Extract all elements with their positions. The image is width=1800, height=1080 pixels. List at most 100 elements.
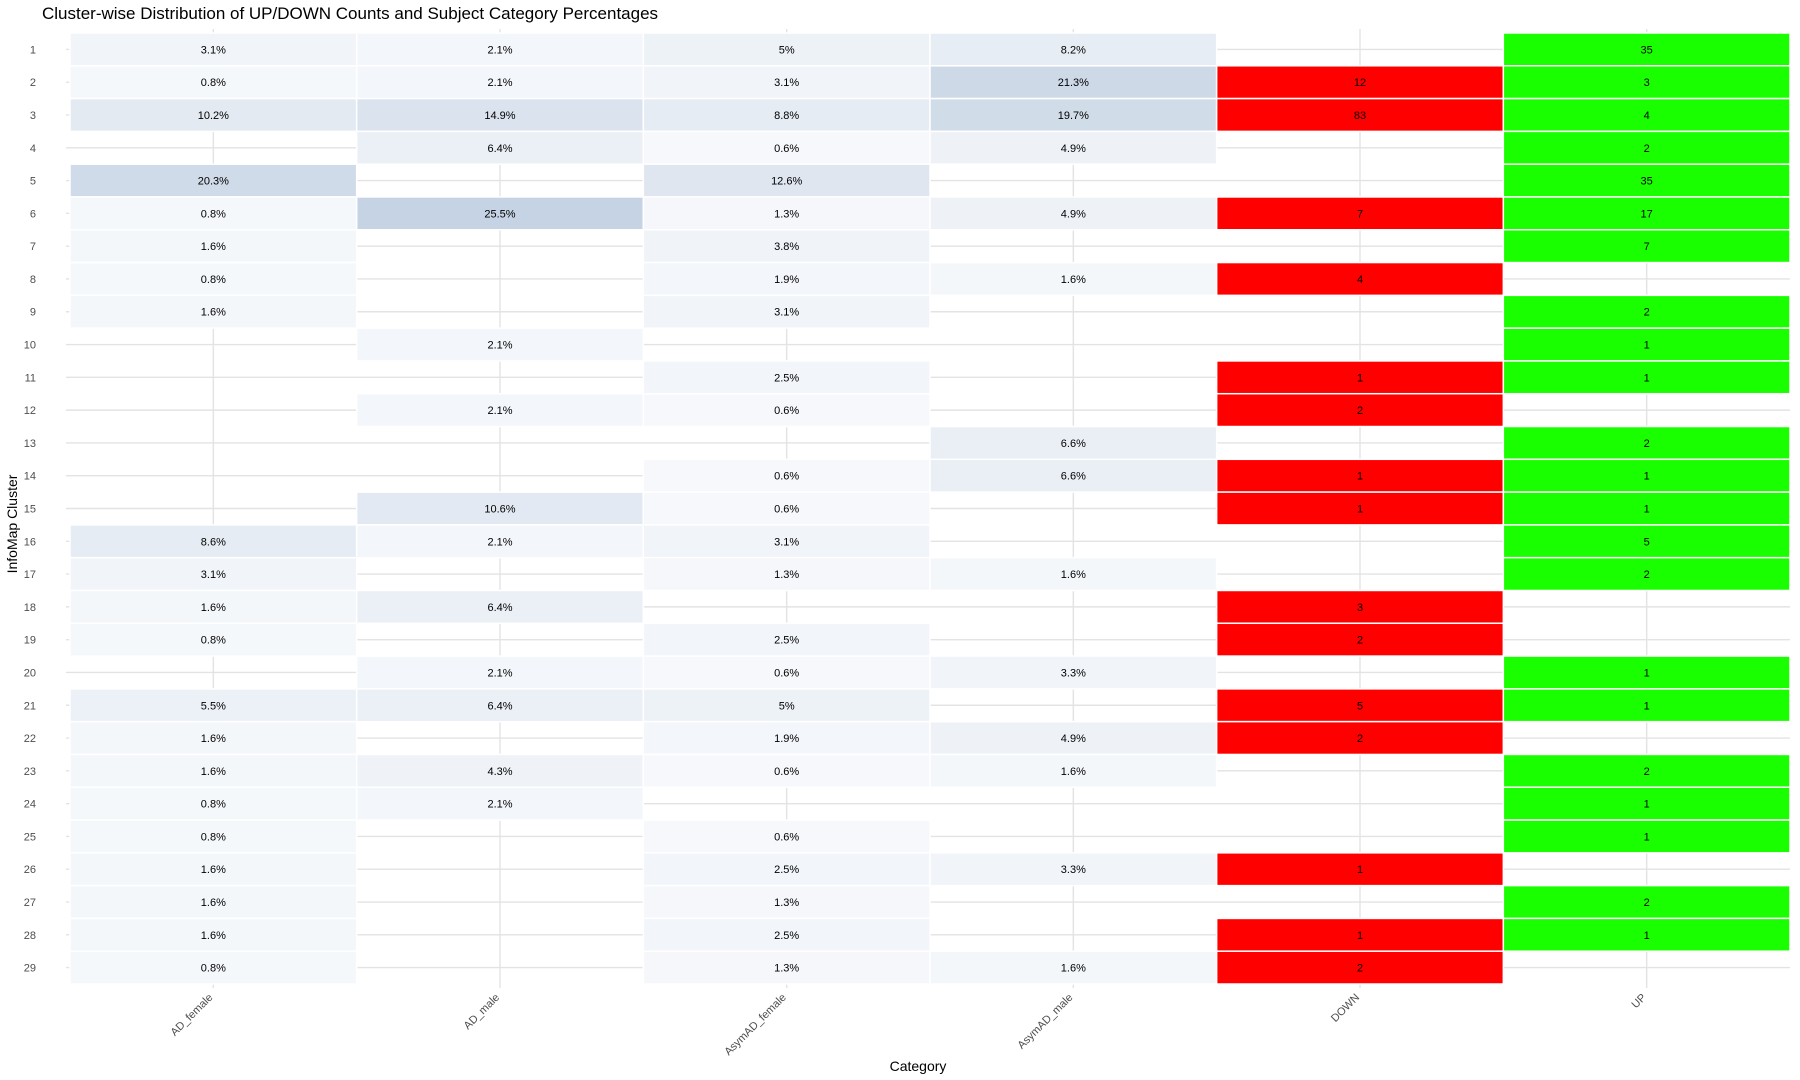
- heatmap-cell-ad-male-21: [355, 688, 645, 723]
- cell-label-ad-male-16: 2.1%: [487, 536, 512, 548]
- cell-label-asymad-female-3: 8.8%: [774, 110, 799, 122]
- cell-label-up-1: 35: [1641, 44, 1653, 56]
- cell-label-asymad-female-28: 2.5%: [774, 930, 799, 942]
- heatmap-cell-ad-female-24: [69, 786, 358, 821]
- y-axis-label: InfoMap Cluster: [4, 474, 20, 573]
- cell-label-ad-female-8: 0.8%: [201, 274, 226, 286]
- cell-label-ad-female-19: 0.8%: [201, 635, 226, 647]
- cell-label-ad-male-1: 2.1%: [487, 44, 512, 56]
- cell-label-up-21: 1: [1644, 700, 1650, 712]
- heatmap-cell-asymad-female-9: [642, 294, 931, 329]
- cell-label-up-11: 1: [1644, 372, 1650, 384]
- heatmap-cell-down-2: [1215, 65, 1505, 100]
- y-tick-label: 23: [24, 766, 36, 778]
- heatmap-cell-ad-male-24: [355, 786, 645, 821]
- heatmap-cell-up-13: [1502, 425, 1791, 461]
- heatmap-cell-up-24: [1502, 786, 1791, 821]
- heatmap-cell-down-18: [1215, 589, 1505, 625]
- cell-label-up-5: 35: [1641, 176, 1653, 188]
- cell-label-down-18: 3: [1357, 602, 1363, 614]
- cell-label-asymad-female-14: 0.6%: [774, 471, 799, 483]
- x-tick-label: AsymAD_male: [1016, 992, 1076, 1052]
- heatmap-cell-up-17: [1502, 556, 1791, 592]
- x-tick-label: AD_male: [462, 992, 502, 1032]
- heatmap-cell-up-28: [1502, 917, 1791, 952]
- heatmap-cell-up-23: [1502, 753, 1791, 788]
- y-tick-label: 10: [24, 340, 36, 352]
- heatmap-cell-down-29: [1215, 950, 1505, 985]
- heatmap-cell-down-11: [1215, 360, 1505, 395]
- heatmap-cell-down-8: [1215, 261, 1505, 297]
- heatmap-cell-down-12: [1215, 392, 1505, 428]
- cell-label-asymad-female-8: 1.9%: [774, 274, 799, 286]
- heatmap-cell-asymad-female-5: [642, 163, 931, 198]
- cell-label-ad-male-10: 2.1%: [487, 340, 512, 352]
- cell-label-up-25: 1: [1644, 831, 1650, 843]
- y-tick-label: 1: [30, 44, 36, 56]
- heatmap-cell-asymad-female-4: [642, 130, 931, 165]
- heatmap-cell-ad-male-6: [355, 196, 645, 231]
- heatmap-cell-down-15: [1215, 491, 1505, 526]
- heatmap-cell-asymad-female-15: [642, 491, 931, 526]
- heatmap-cell-asymad-male-29: [929, 950, 1218, 985]
- cell-label-down-2: 12: [1354, 77, 1366, 89]
- heatmap-cell-up-7: [1502, 229, 1791, 264]
- cell-label-ad-female-25: 0.8%: [201, 831, 226, 843]
- heatmap-cell-asymad-female-7: [642, 229, 931, 264]
- cell-label-ad-female-18: 1.6%: [201, 602, 226, 614]
- cell-label-down-6: 7: [1357, 208, 1363, 220]
- cell-label-ad-male-2: 2.1%: [487, 77, 512, 89]
- heatmap-cell-ad-female-19: [69, 622, 358, 657]
- cell-label-asymad-male-8: 1.6%: [1061, 274, 1086, 286]
- heatmap-cell-down-19: [1215, 622, 1505, 657]
- y-tick-label: 19: [24, 635, 36, 647]
- y-tick-label: 26: [24, 864, 36, 876]
- chart-title: Cluster-wise Distribution of UP/DOWN Cou…: [42, 4, 658, 23]
- heatmap-cell-ad-male-16: [355, 524, 645, 559]
- cell-label-asymad-male-14: 6.6%: [1061, 471, 1086, 483]
- heatmap-cell-ad-male-18: [355, 589, 645, 625]
- cell-label-asymad-female-2: 3.1%: [774, 77, 799, 89]
- cell-label-down-8: 4: [1357, 274, 1363, 286]
- cell-label-asymad-male-4: 4.9%: [1061, 143, 1086, 155]
- x-tick-label: AD_female: [168, 992, 215, 1039]
- x-tick-label: UP: [1629, 992, 1648, 1011]
- cell-label-up-23: 2: [1644, 766, 1650, 778]
- cell-label-asymad-male-23: 1.6%: [1061, 766, 1086, 778]
- heatmap-cell-up-14: [1502, 458, 1791, 493]
- cell-label-ad-female-27: 1.6%: [201, 897, 226, 909]
- y-tick-label: 20: [24, 667, 36, 679]
- heatmap-cell-asymad-male-2: [929, 65, 1218, 100]
- cell-label-ad-female-17: 3.1%: [201, 569, 226, 581]
- y-tick-label: 28: [24, 930, 36, 942]
- cell-label-down-26: 1: [1357, 864, 1363, 876]
- heatmap-cell-ad-female-29: [69, 950, 358, 985]
- cell-label-asymad-female-12: 0.6%: [774, 405, 799, 417]
- cell-label-ad-female-5: 20.3%: [198, 176, 229, 188]
- cell-label-asymad-female-20: 0.6%: [774, 667, 799, 679]
- cell-label-up-16: 5: [1644, 536, 1650, 548]
- cell-label-up-4: 2: [1644, 143, 1650, 155]
- heatmap-cell-asymad-male-20: [929, 655, 1218, 690]
- cell-label-up-20: 1: [1644, 667, 1650, 679]
- heatmap-cell-asymad-female-26: [642, 852, 931, 887]
- heatmap-cell-ad-female-27: [69, 884, 358, 920]
- heatmap-cell-down-26: [1215, 852, 1505, 887]
- y-tick-label: 2: [30, 77, 36, 89]
- cell-label-asymad-female-7: 3.8%: [774, 241, 799, 253]
- cell-label-asymad-male-1: 8.2%: [1061, 44, 1086, 56]
- y-tick-label: 27: [24, 897, 36, 909]
- heatmap-cell-asymad-male-3: [929, 97, 1218, 133]
- cell-label-ad-female-6: 0.8%: [201, 208, 226, 220]
- cell-label-up-7: 7: [1644, 241, 1650, 253]
- y-tick-label: 29: [24, 963, 36, 975]
- cell-label-ad-female-28: 1.6%: [201, 930, 226, 942]
- x-tick-label: DOWN: [1329, 992, 1362, 1025]
- heatmap-cell-ad-female-8: [69, 261, 358, 297]
- heatmap-cell-ad-female-26: [69, 852, 358, 887]
- heatmap-cell-ad-male-23: [355, 753, 645, 788]
- cell-label-asymad-male-20: 3.3%: [1061, 667, 1086, 679]
- heatmap-cell-ad-male-20: [355, 655, 645, 690]
- heatmap-cell-up-10: [1502, 327, 1791, 362]
